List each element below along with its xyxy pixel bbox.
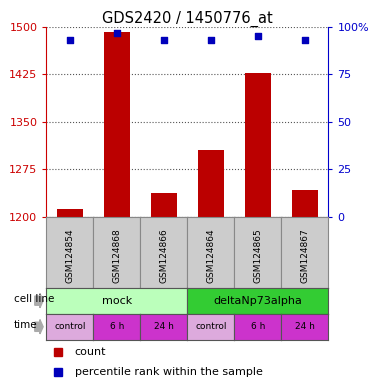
Point xyxy=(67,37,73,43)
Point xyxy=(161,37,167,43)
Point xyxy=(255,33,261,40)
Bar xyxy=(198,150,224,217)
Text: GSM124867: GSM124867 xyxy=(301,228,309,283)
Title: GDS2420 / 1450776_at: GDS2420 / 1450776_at xyxy=(102,11,273,27)
Text: 24 h: 24 h xyxy=(295,322,315,331)
Text: 6 h: 6 h xyxy=(110,322,124,331)
Point xyxy=(208,37,214,43)
Text: mock: mock xyxy=(102,296,132,306)
Text: 6 h: 6 h xyxy=(251,322,265,331)
Text: cell line: cell line xyxy=(14,295,54,305)
Bar xyxy=(292,190,318,217)
Text: deltaNp73alpha: deltaNp73alpha xyxy=(213,296,302,306)
Point xyxy=(114,30,120,36)
Text: time: time xyxy=(14,321,37,331)
Text: GSM124866: GSM124866 xyxy=(160,228,168,283)
FancyArrow shape xyxy=(35,293,43,308)
Text: control: control xyxy=(195,322,227,331)
Text: count: count xyxy=(75,347,106,357)
FancyArrow shape xyxy=(35,319,43,334)
Bar xyxy=(151,193,177,217)
Point xyxy=(302,37,308,43)
Text: GSM124864: GSM124864 xyxy=(206,228,215,283)
Bar xyxy=(57,209,83,217)
Text: 24 h: 24 h xyxy=(154,322,174,331)
Bar xyxy=(104,32,130,217)
Bar xyxy=(245,73,271,217)
Text: percentile rank within the sample: percentile rank within the sample xyxy=(75,367,262,377)
Text: GSM124865: GSM124865 xyxy=(253,228,262,283)
Text: control: control xyxy=(54,322,86,331)
Text: GSM124868: GSM124868 xyxy=(112,228,121,283)
Text: GSM124854: GSM124854 xyxy=(65,228,74,283)
